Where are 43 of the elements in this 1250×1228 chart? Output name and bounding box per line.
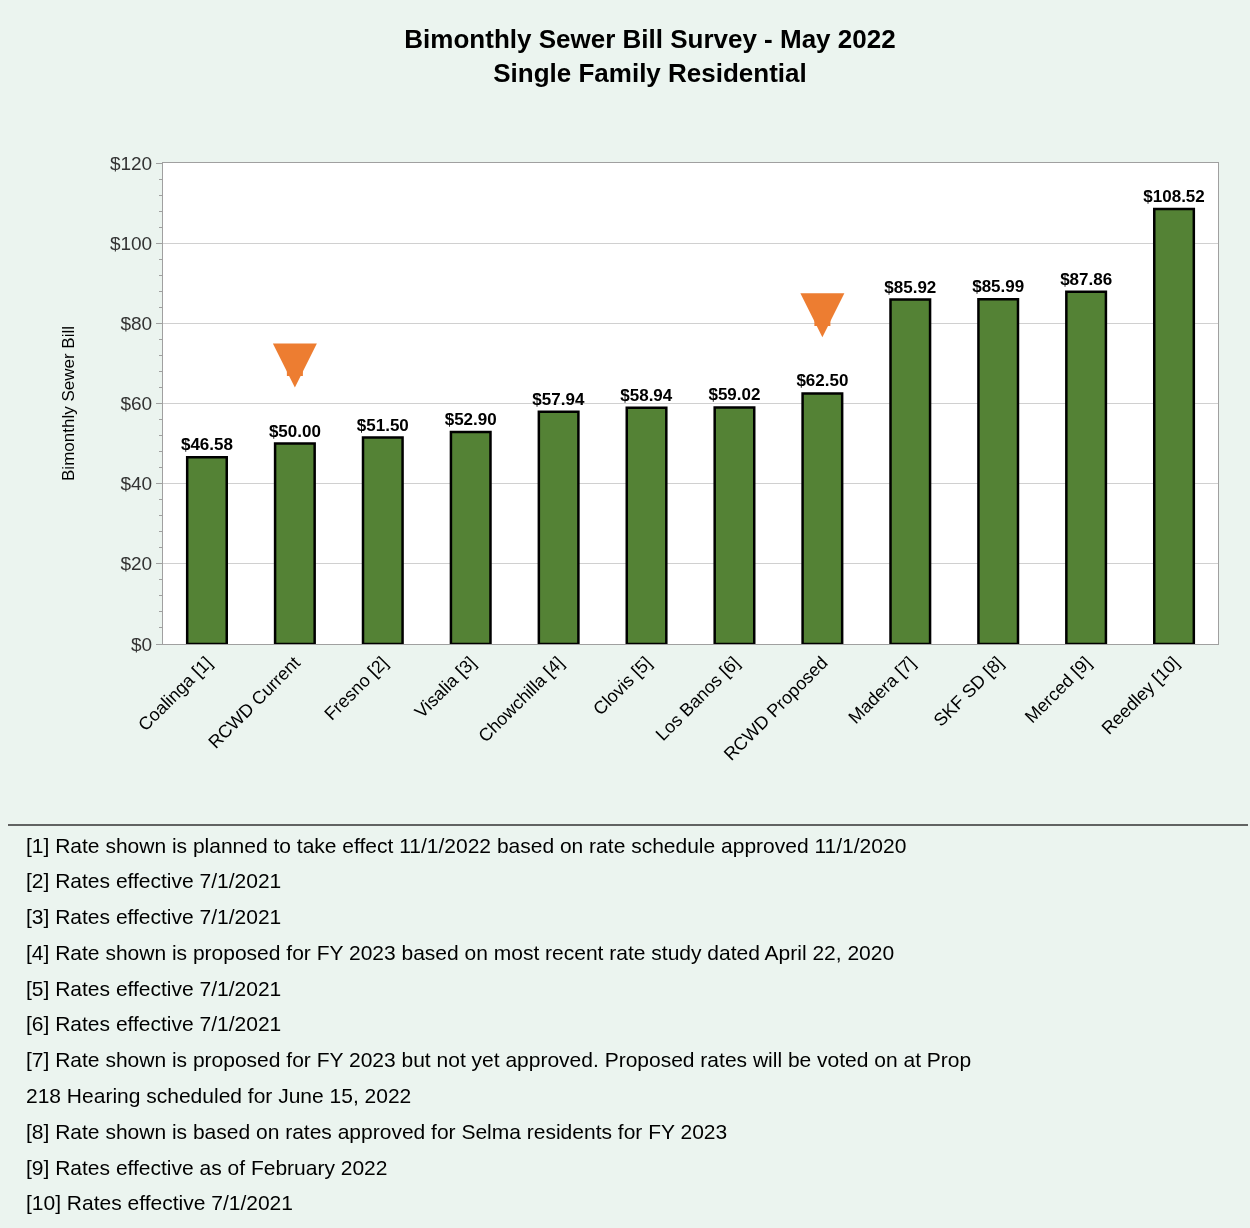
text: [2] Rates effective 7/1/2021	[26, 869, 282, 892]
y-axis-title: Bimonthly Sewer Bill	[59, 326, 79, 481]
data-label: $46.58	[180, 435, 233, 455]
chart-title: Bimonthly Sewer Bill Survey - May 2022 Single Family Residential	[404, 24, 896, 88]
text: [7] Rate shown is proposed for FY 2023 but not yet approved. Proposed rates will be voted on at Prop 218 Hearing scheduled for June 15, 2022	[26, 1048, 972, 1107]
text: [5] Rates effective 7/1/2021	[26, 977, 282, 1000]
text: [9] Rates effective as of February 2022	[26, 1156, 388, 1179]
data-label: $108.52	[1143, 187, 1205, 207]
data-label: $85.99	[972, 277, 1025, 297]
y-tick-label: $120	[109, 152, 153, 174]
data-label: $52.90	[444, 409, 497, 429]
bar	[1065, 290, 1108, 644]
data-label: $62.50	[796, 371, 849, 391]
data-label: $57.94	[532, 389, 585, 409]
bar	[801, 392, 844, 644]
y-tick-label: $100	[109, 232, 153, 254]
data-label: $87.86	[1060, 269, 1113, 289]
text: [6] Rates effective 7/1/2021	[26, 1012, 282, 1035]
bar	[713, 406, 756, 644]
data-label: $59.02	[708, 385, 761, 405]
bar	[977, 298, 1020, 644]
bar	[449, 430, 492, 644]
bar	[273, 442, 316, 644]
text: [8] Rate shown is based on rates approved for Selma residents for FY 2023	[26, 1120, 728, 1143]
y-tick-label: $0	[131, 633, 153, 655]
bar	[625, 406, 668, 644]
text: [1] Rate shown is planned to take effect 11/1/2022 based on rate schedule approved 11/1/2020	[26, 834, 907, 857]
data-label: $50.00	[268, 421, 321, 441]
y-tick-label: $80	[120, 312, 153, 334]
data-label: $58.94	[620, 385, 673, 405]
data-label: $85.92	[884, 277, 937, 297]
text: [3] Rates effective 7/1/2021	[26, 905, 282, 928]
data-label: $51.50	[356, 415, 409, 435]
bar	[361, 436, 404, 644]
bar	[537, 410, 580, 644]
text: [4] Rate shown is proposed for FY 2023 based on most recent rate study dated April 22, 2020	[26, 941, 895, 964]
y-tick-label: $40	[120, 473, 153, 495]
bar	[185, 456, 228, 644]
bar	[889, 298, 932, 644]
y-tick-label: $20	[120, 553, 153, 575]
y-tick-label: $60	[120, 393, 153, 415]
bar	[1153, 207, 1196, 644]
text: [10] Rates effective 7/1/2021	[26, 1191, 293, 1214]
